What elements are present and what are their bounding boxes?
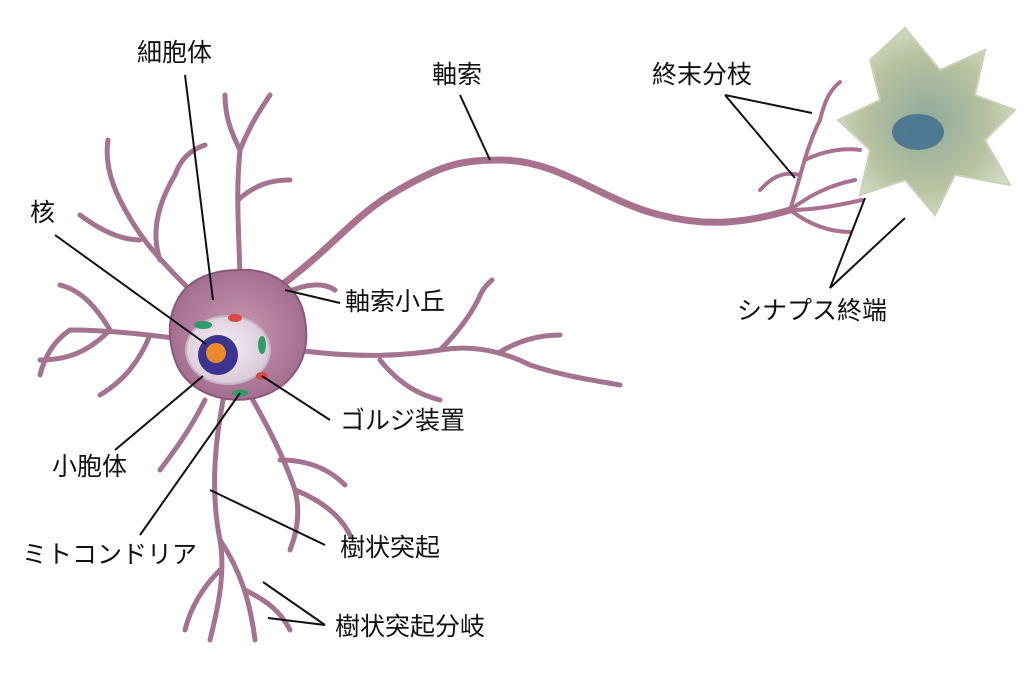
leader-dendrite [209, 489, 326, 546]
mitochondrion-2 [194, 321, 212, 329]
label-golgi: ゴルジ装置 [340, 406, 466, 435]
leader-dendrite-branch-1 [262, 581, 326, 626]
leader-golgi [261, 375, 331, 421]
label-nucleolus: 小胞体 [52, 452, 128, 481]
leader-mitochondria [139, 392, 241, 536]
soma [168, 268, 308, 401]
label-axon-terminal: 終末分枝 [652, 60, 753, 89]
leader-dendrite-branch-2 [267, 617, 326, 626]
label-axon: 軸索 [432, 60, 483, 89]
neuron-processes [37, 80, 864, 643]
label-mitochondria: ミトコンドリア [22, 540, 198, 569]
leader-synaptic-2 [829, 217, 906, 289]
label-nucleus: 核 [30, 198, 56, 227]
label-soma: 細胞体 [137, 38, 213, 67]
organelle-red-top [228, 314, 242, 322]
leader-nucleus [54, 234, 207, 345]
label-synaptic-terminal: シナプス終端 [737, 296, 888, 325]
leader-axon-terminal-1 [724, 94, 813, 114]
label-dendrite-branch: 樹状突起分岐 [335, 612, 486, 641]
leader-axon [459, 94, 491, 161]
leader-soma [184, 74, 214, 301]
leader-lines [54, 74, 906, 626]
leader-nucleolus [114, 375, 204, 451]
leader-axon-hillock [284, 289, 341, 304]
target-cell [836, 26, 1017, 217]
leader-synaptic-1 [829, 197, 866, 289]
target-nucleus [892, 114, 944, 150]
axon [271, 156, 794, 294]
label-dendrite: 樹状突起 [340, 533, 441, 562]
mitochondrion-1 [258, 336, 266, 354]
dendrites [37, 92, 623, 643]
label-axon-hillock: 軸索小丘 [345, 287, 446, 316]
axon-terminal-branches [758, 80, 864, 234]
nucleolus-body [206, 343, 226, 363]
leader-axon-terminal-2 [724, 94, 796, 179]
